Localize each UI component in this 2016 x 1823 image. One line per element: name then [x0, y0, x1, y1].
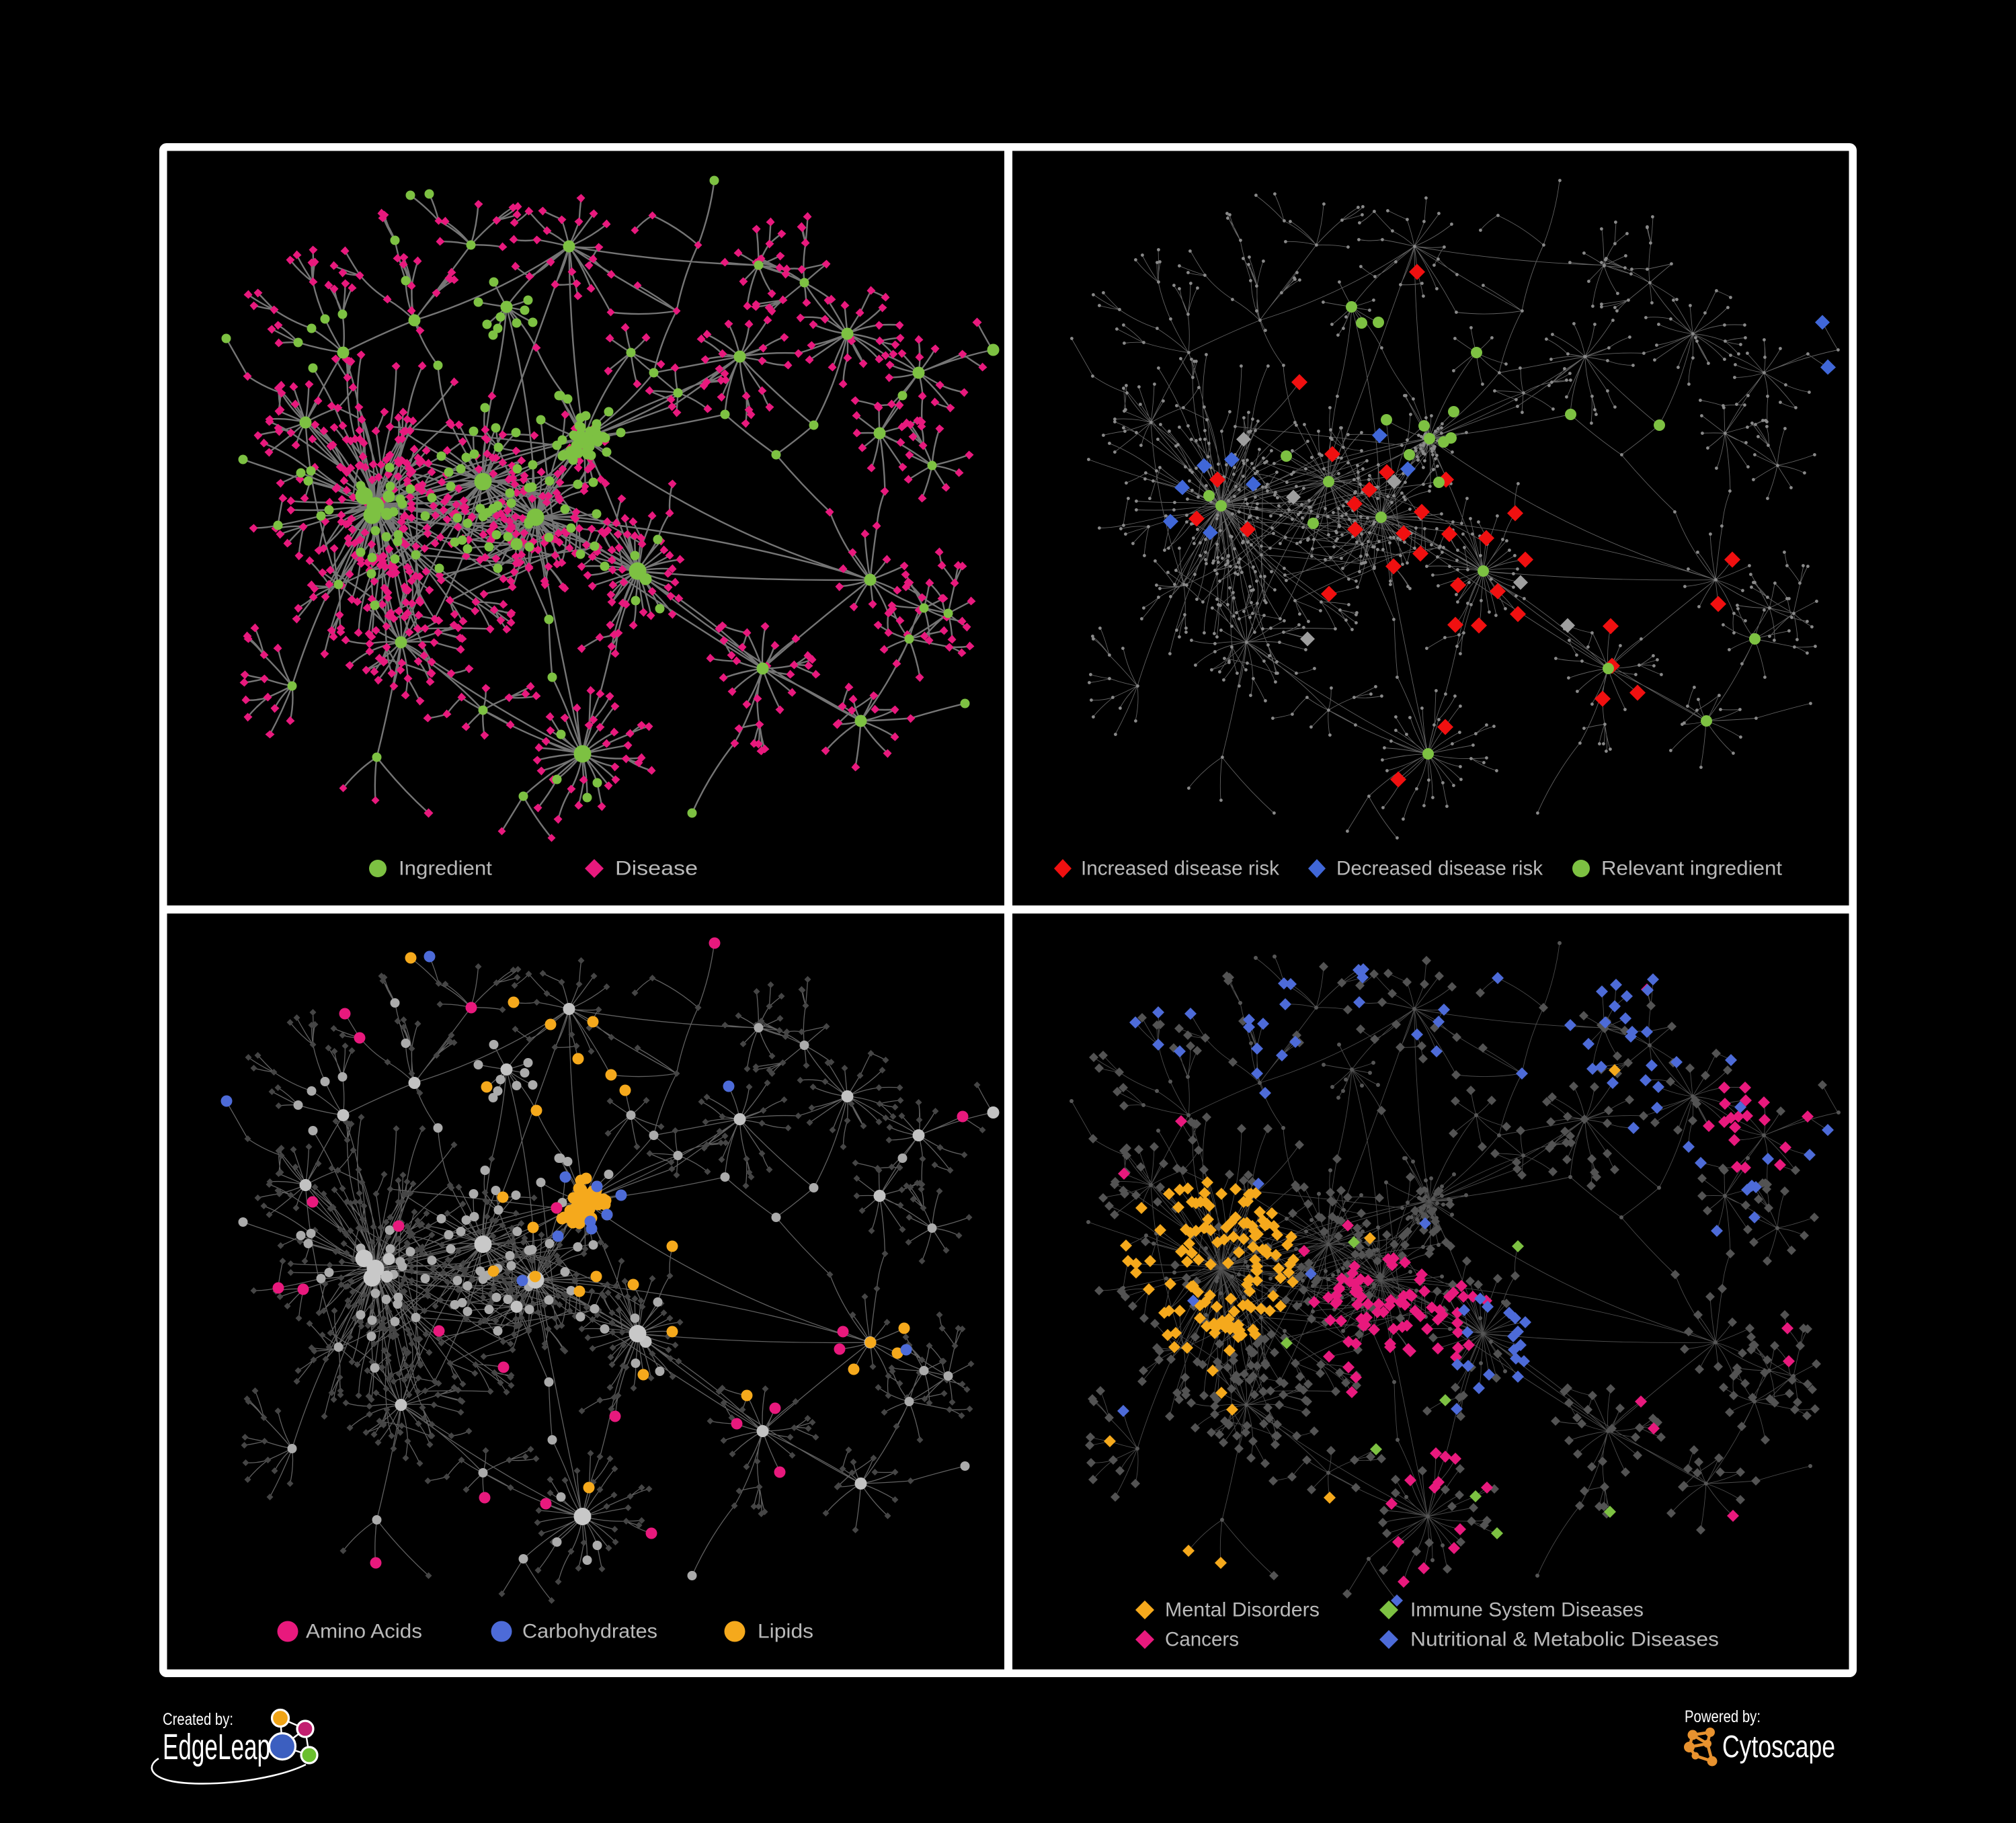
svg-text:EdgeLeap: EdgeLeap — [163, 1727, 270, 1767]
svg-text:Cytoscape: Cytoscape — [1722, 1729, 1835, 1764]
svg-text:Amino Acids: Amino Acids — [306, 1621, 422, 1643]
svg-text:Decreased disease risk: Decreased disease risk — [1336, 858, 1543, 880]
svg-text:Ingredient: Ingredient — [399, 858, 492, 880]
svg-text:Relevant ingredient: Relevant ingredient — [1601, 858, 1782, 880]
svg-text:Created by:: Created by: — [163, 1710, 233, 1729]
svg-text:Lipids: Lipids — [758, 1621, 813, 1643]
svg-text:Nutritional & Metabolic Diseas: Nutritional & Metabolic Diseases — [1410, 1629, 1719, 1651]
svg-text:Powered by:: Powered by: — [1685, 1707, 1761, 1726]
svg-text:Disease: Disease — [615, 858, 698, 880]
svg-text:Immune System Diseases: Immune System Diseases — [1410, 1599, 1644, 1621]
svg-text:Increased disease risk: Increased disease risk — [1081, 858, 1279, 880]
svg-text:Mental Disorders: Mental Disorders — [1165, 1599, 1320, 1621]
svg-text:Carbohydrates: Carbohydrates — [522, 1621, 657, 1643]
svg-text:Cancers: Cancers — [1165, 1629, 1239, 1651]
